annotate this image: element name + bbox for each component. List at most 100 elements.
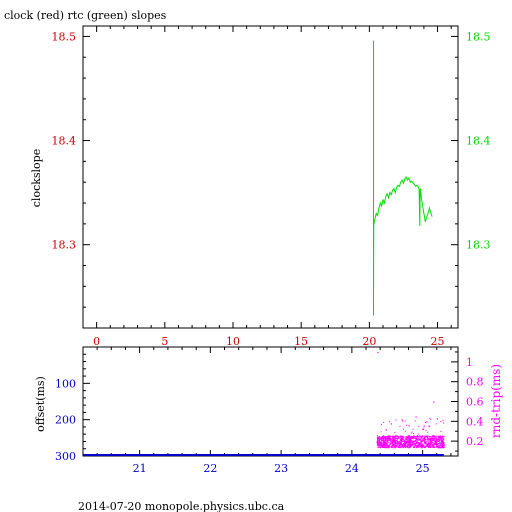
rnd-trip-point: [399, 438, 401, 440]
rnd-trip-point: [381, 439, 384, 442]
rnd-trip-point: [410, 445, 412, 447]
rnd-trip-point: [400, 435, 402, 437]
rnd-trip-point: [414, 443, 416, 445]
rnd-trip-point: [407, 444, 409, 447]
rnd-trip-point: [387, 441, 389, 444]
rnd-trip-point: [403, 428, 405, 430]
rnd-trip-point: [443, 443, 445, 445]
rnd-trip-point: [428, 444, 431, 446]
rnd-trip-point: [431, 442, 433, 444]
bottom-axes: 21 22 23 24 25 100 200 300 1 0.8 0.6 0.4 0.2: [55, 347, 484, 475]
rnd-trip-point: [385, 438, 387, 441]
rnd-trip-point: [397, 443, 400, 445]
rnd-trip-point: [392, 437, 394, 439]
rnd-trip-point: [416, 441, 419, 443]
rnd-trip-point: [435, 437, 437, 439]
rnd-trip-point: [428, 438, 430, 440]
rnd-trip-point: [439, 437, 441, 439]
rnd-trip-point: [418, 438, 420, 440]
rnd-trip-point: [419, 442, 421, 444]
rnd-trip-outlier: [401, 419, 403, 421]
rnd-trip-point: [437, 440, 439, 442]
rnd-trip-point: [426, 441, 428, 443]
rnd-trip-point: [384, 442, 386, 445]
rnd-trip-point: [437, 445, 439, 447]
rnd-trip-point: [377, 440, 379, 442]
rnd-trip-point: [428, 446, 430, 448]
rnd-trip-point: [410, 435, 412, 437]
rnd-trip-point: [383, 421, 385, 423]
rnd-trip-point: [395, 442, 397, 444]
rnd-trip-point: [376, 435, 379, 437]
rnd-trip-point: [395, 440, 397, 442]
rnd-trip-point: [395, 440, 397, 443]
rnd-trip-point: [400, 438, 402, 440]
rnd-trip-point: [405, 437, 407, 439]
rnd-trip-point: [381, 437, 383, 440]
rnd-trip-point: [378, 437, 381, 439]
rnd-trip-point: [436, 440, 438, 442]
rnd-trip-outlier: [433, 401, 435, 403]
rnd-trip-point: [380, 437, 382, 440]
rnd-trip-point: [426, 439, 429, 441]
rnd-trip-point: [399, 443, 401, 445]
bottom-left-y-tick-label: 100: [55, 377, 76, 390]
rnd-trip-point: [435, 423, 437, 425]
rnd-trip-point: [415, 438, 417, 440]
rnd-trip-point: [435, 441, 437, 443]
rnd-trip-point: [400, 436, 402, 438]
rnd-trip-point: [417, 444, 419, 446]
rnd-trip-point: [395, 419, 397, 421]
rnd-trip-point: [381, 439, 383, 441]
rnd-trip-point: [386, 446, 388, 448]
rnd-trip-point: [428, 442, 430, 444]
rnd-trip-point: [391, 445, 393, 447]
rnd-trip-point: [376, 443, 378, 445]
rnd-trip-point: [402, 442, 405, 445]
rnd-trip-point: [399, 443, 401, 445]
rnd-trip-point: [424, 442, 426, 444]
rnd-trip-point: [412, 441, 414, 443]
rnd-trip-point: [437, 444, 439, 446]
rnd-trip-point: [408, 437, 410, 440]
rnd-trip-point: [393, 445, 395, 448]
rnd-trip-point: [382, 445, 384, 447]
rnd-trip-point: [428, 436, 430, 438]
rnd-trip-point: [432, 437, 434, 439]
rnd-trip-point: [382, 443, 384, 445]
rnd-trip-point: [387, 435, 389, 437]
rnd-trip-point: [385, 429, 387, 431]
rnd-trip-point: [392, 443, 394, 445]
rnd-trip-point: [378, 440, 381, 442]
rnd-trip-point: [383, 436, 386, 438]
rnd-trip-point: [392, 444, 394, 446]
rnd-trip-point: [388, 439, 390, 441]
rnd-trip-point: [434, 437, 436, 439]
rnd-trip-point: [435, 443, 437, 445]
rnd-trip-point: [389, 443, 391, 445]
rnd-trip-point: [437, 438, 439, 440]
rnd-trip-point: [409, 443, 411, 445]
rnd-trip-point: [431, 437, 433, 439]
bottom-x-tick-label: 22: [203, 462, 217, 475]
rnd-trip-point: [404, 430, 406, 432]
rnd-trip-point: [392, 439, 395, 441]
rnd-trip-point: [380, 447, 382, 449]
rnd-trip-point: [425, 438, 427, 440]
rnd-trip-point: [427, 435, 429, 437]
rnd-trip-point: [414, 420, 416, 422]
top-x-tick-label: 15: [294, 335, 308, 348]
rnd-trip-point: [404, 440, 406, 442]
rnd-trip-point: [391, 446, 393, 448]
rnd-trip-point: [405, 424, 407, 426]
rnd-trip-point: [410, 440, 412, 442]
rnd-trip-point: [411, 444, 413, 447]
rnd-trip-point: [380, 445, 383, 447]
top-y-axis-label: clockslope: [30, 149, 43, 207]
rnd-trip-point: [392, 445, 394, 447]
rnd-trip-point: [430, 445, 432, 447]
rnd-trip-point: [432, 442, 434, 444]
rnd-trip-point: [413, 446, 415, 448]
rnd-trip-point: [386, 436, 388, 438]
rnd-trip-point: [423, 446, 425, 448]
